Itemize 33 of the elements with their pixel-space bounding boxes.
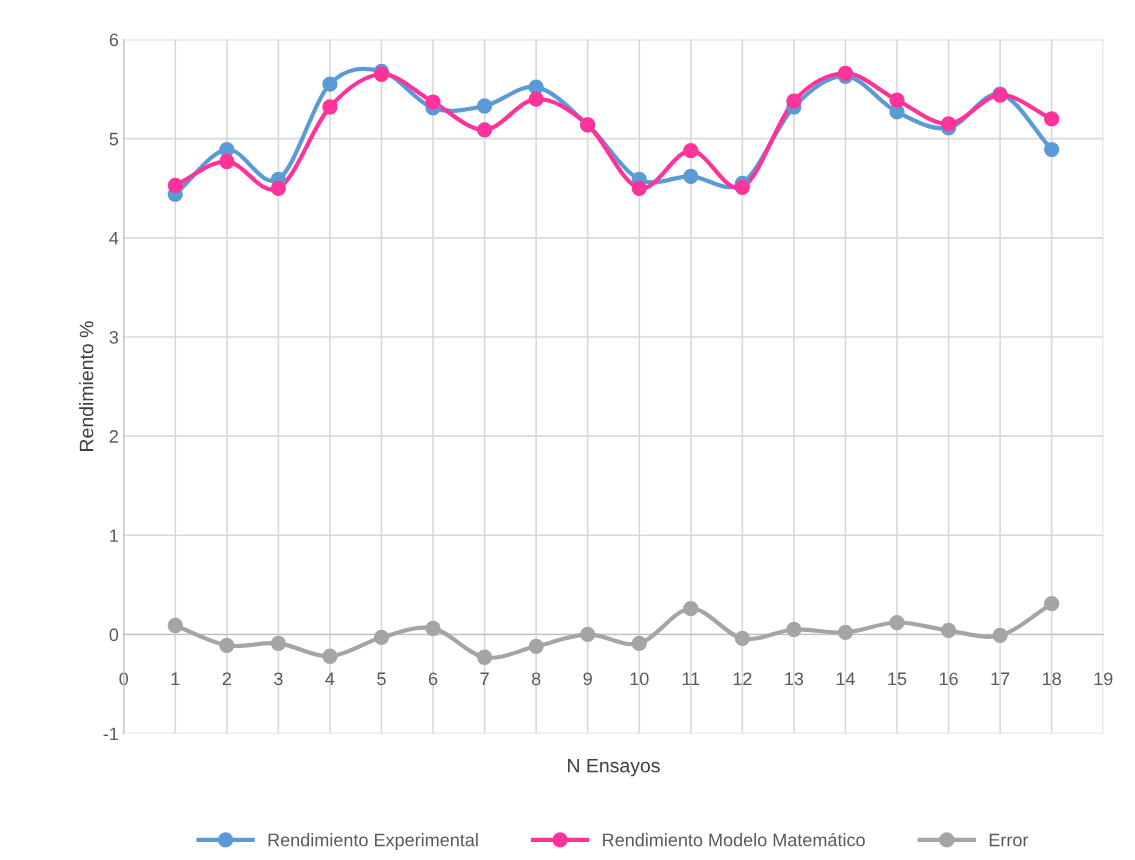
legend-label: Error (989, 833, 1029, 847)
x-tick-label: 10 (630, 672, 649, 686)
y-axis-title: Rendimiento % (79, 321, 94, 451)
y-tick-label: 4 (109, 231, 119, 245)
legend-label: Rendimiento Modelo Matemático (603, 832, 865, 847)
x-tick-label: 4 (325, 672, 335, 686)
y-tick-label: -1 (103, 727, 118, 741)
y-tick-label: 0 (109, 628, 119, 642)
x-tick-label: 18 (1043, 672, 1061, 686)
y-tick-label: 3 (109, 330, 119, 344)
x-tick-label: 8 (531, 672, 541, 686)
x-tick-label: 19 (1094, 672, 1113, 686)
y-tick-label: 2 (109, 430, 118, 443)
x-tick-label: 9 (583, 672, 592, 686)
x-tick-label: 12 (733, 672, 752, 686)
legend-label: Rendimiento Experimental (268, 833, 478, 850)
x-axis-title: N Ensayos (568, 758, 660, 777)
x-tick-label: 1 (171, 672, 180, 686)
x-tick-label: 5 (377, 672, 386, 686)
x-tick-label: 7 (480, 672, 489, 686)
x-tick-label: 3 (274, 672, 283, 686)
x-tick-label: 13 (785, 672, 804, 686)
x-tick-label: 14 (836, 672, 855, 686)
x-tick-label: 15 (888, 672, 907, 686)
y-tick-label: 5 (109, 132, 119, 146)
x-tick-label: 16 (939, 672, 958, 686)
x-tick-label: 0 (119, 672, 129, 686)
x-tick-label: 11 (682, 672, 700, 686)
x-tick-label: 2 (222, 672, 231, 686)
y-tick-label: 1 (110, 529, 118, 542)
x-tick-label: 6 (428, 672, 438, 686)
y-tick-label: 6 (109, 33, 119, 47)
x-tick-label: 17 (991, 672, 1010, 686)
